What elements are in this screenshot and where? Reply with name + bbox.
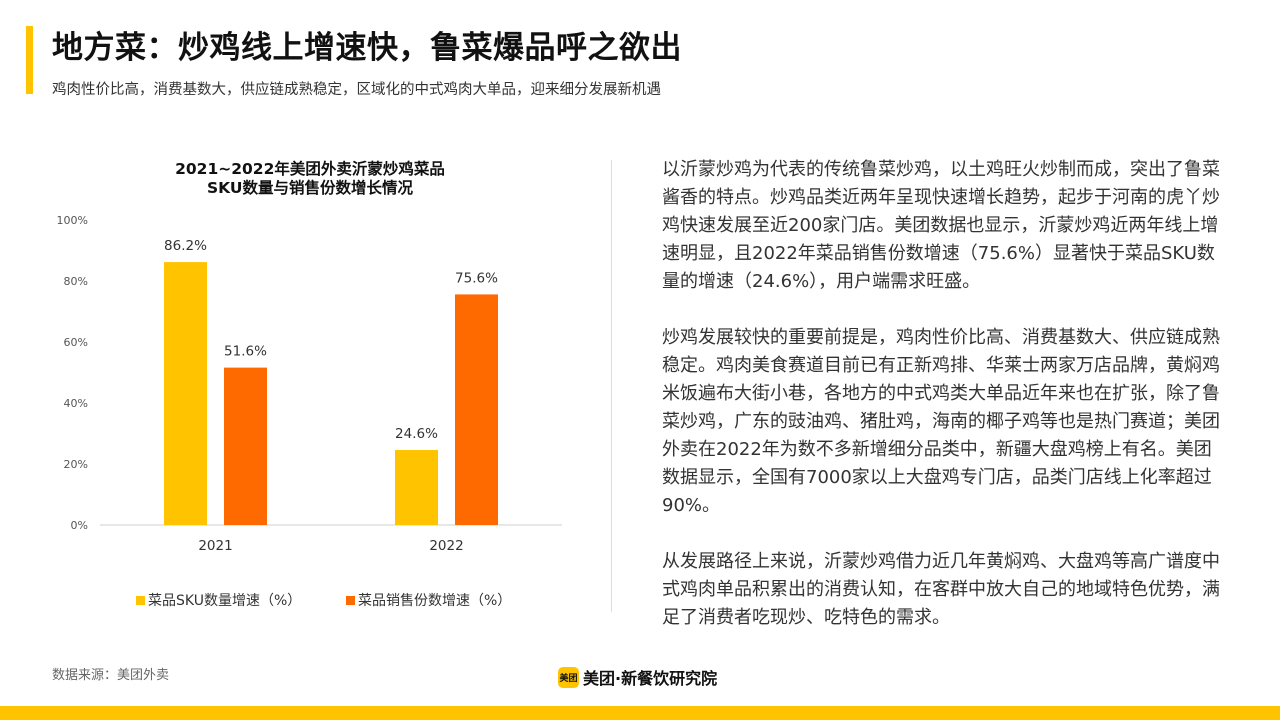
title-accent-bar bbox=[26, 26, 33, 94]
chart-title: 2021~2022年美团外卖沂蒙炒鸡菜品 SKU数量与销售份数增长情况 bbox=[60, 160, 560, 198]
legend-swatch bbox=[346, 596, 355, 605]
paragraph-1: 以沂蒙炒鸡为代表的传统鲁菜炒鸡，以土鸡旺火炒制而成，突出了鲁菜酱香的特点。炒鸡品… bbox=[662, 159, 1220, 292]
y-tick-label: 0% bbox=[71, 519, 88, 532]
bar bbox=[395, 449, 438, 525]
page-subtitle: 鸡肉性价比高，消费基数大，供应链成熟稳定，区域化的中式鸡肉大单品，迎来细分发展新… bbox=[52, 82, 661, 98]
chart-title-line-2: SKU数量与销售份数增长情况 bbox=[207, 179, 413, 197]
y-tick-label: 60% bbox=[64, 336, 88, 349]
y-tick-label: 40% bbox=[64, 397, 88, 410]
paragraph-3: 从发展路径上来说，沂蒙炒鸡借力近几年黄焖鸡、大盘鸡等高广谱度中式鸡肉单品积累出的… bbox=[662, 551, 1220, 628]
y-tick-label: 100% bbox=[57, 214, 88, 227]
bar-chart: 0% 20% 40% 60% 80% 100% 86.2% 51.6% 2021 24.6% 75.… bbox=[57, 214, 562, 609]
legend-label: 菜品销售份数增速（%） bbox=[358, 593, 511, 609]
legend-label: 菜品SKU数量增速（%） bbox=[148, 593, 301, 609]
page-title: 地方菜：炒鸡线上增速快，鲁菜爆品呼之欲出 bbox=[52, 30, 682, 66]
column-divider bbox=[611, 160, 612, 612]
y-tick-label: 80% bbox=[64, 275, 88, 288]
data-label: 51.6% bbox=[224, 344, 267, 360]
body-text: 以沂蒙炒鸡为代表的传统鲁菜炒鸡，以土鸡旺火炒制而成，突出了鲁菜酱香的特点。炒鸡品… bbox=[662, 156, 1222, 660]
data-source: 数据来源：美团外卖 bbox=[52, 668, 170, 683]
bar bbox=[164, 262, 207, 525]
bar bbox=[455, 294, 498, 525]
y-tick-label: 20% bbox=[64, 458, 88, 471]
legend-swatch bbox=[136, 596, 145, 605]
data-label: 75.6% bbox=[455, 270, 498, 286]
x-tick-label: 2022 bbox=[429, 538, 463, 554]
bottom-accent-bar bbox=[0, 706, 1280, 720]
data-label: 24.6% bbox=[395, 426, 438, 442]
data-label: 86.2% bbox=[164, 238, 207, 254]
meituan-logo-icon: 美团 bbox=[558, 666, 579, 688]
paragraph-2: 炒鸡发展较快的重要前提是，鸡肉性价比高、消费基数大、供应链成熟稳定。鸡肉美食赛道… bbox=[662, 327, 1220, 516]
footer-logo: 美团 美团·新餐饮研究院 bbox=[558, 666, 717, 688]
x-tick-label: 2021 bbox=[198, 538, 232, 554]
chart-title-line-1: 2021~2022年美团外卖沂蒙炒鸡菜品 bbox=[175, 160, 445, 178]
logo-text: 美团·新餐饮研究院 bbox=[583, 669, 718, 688]
bar bbox=[224, 367, 267, 525]
